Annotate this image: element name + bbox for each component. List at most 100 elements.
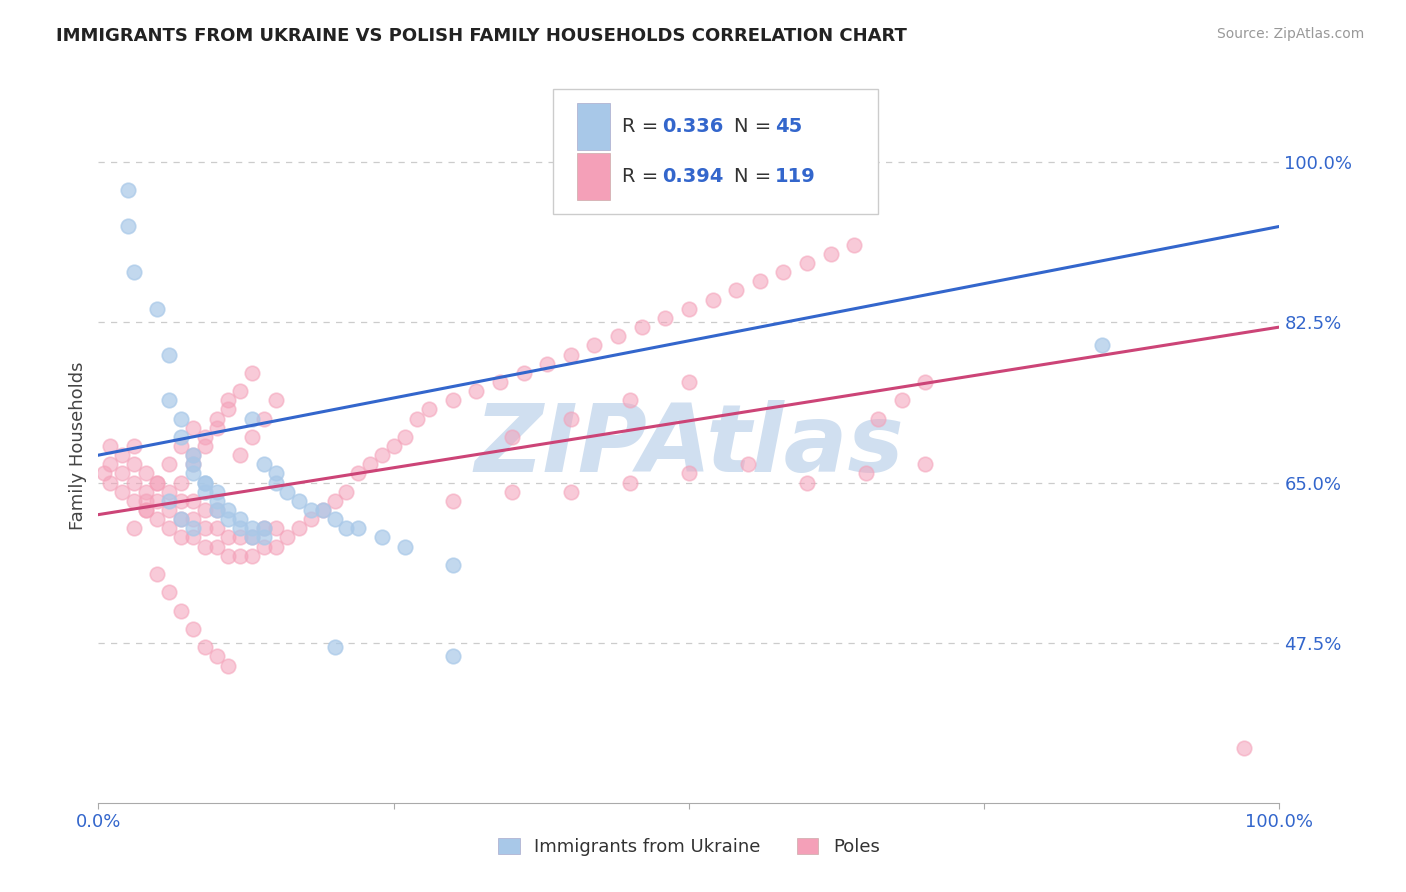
Point (299, 512, 322, 526)
Point (844, 237, 866, 252)
Point (181, 494, 204, 508)
Point (157, 503, 180, 517)
Point (205, 494, 228, 508)
Point (205, 484, 228, 499)
Point (855, 467, 877, 481)
Point (135, 503, 157, 517)
Point (866, 411, 889, 425)
Point (229, 448, 252, 462)
Point (181, 458, 204, 472)
Point (229, 521, 252, 535)
Point (890, 393, 912, 408)
Point (323, 640, 346, 655)
Point (194, 439, 217, 453)
Point (181, 512, 204, 526)
Point (217, 531, 239, 545)
Point (619, 393, 641, 408)
Point (512, 366, 534, 380)
Text: R =: R = (621, 117, 664, 136)
Point (170, 494, 193, 508)
Point (135, 503, 157, 517)
Text: N =: N = (734, 117, 778, 136)
Point (157, 393, 180, 408)
Point (205, 503, 228, 517)
Point (264, 540, 287, 554)
Point (122, 439, 145, 453)
Point (240, 531, 263, 545)
Point (194, 430, 217, 444)
Point (157, 521, 180, 535)
Point (820, 247, 842, 261)
Point (394, 540, 416, 554)
Point (205, 411, 228, 425)
Point (117, 219, 139, 234)
Point (93, 467, 115, 481)
Point (117, 183, 139, 197)
Bar (576, 153, 610, 200)
Point (560, 484, 582, 499)
Point (194, 503, 217, 517)
Point (146, 301, 169, 316)
Point (619, 475, 641, 490)
Point (146, 512, 169, 526)
Point (382, 439, 405, 453)
Point (630, 320, 652, 334)
Point (335, 484, 357, 499)
Point (194, 484, 217, 499)
Point (678, 467, 700, 481)
Point (181, 448, 204, 462)
Text: 0.336: 0.336 (662, 117, 723, 136)
Point (796, 256, 818, 270)
Point (217, 503, 239, 517)
Point (181, 521, 204, 535)
Point (146, 475, 169, 490)
Point (146, 475, 169, 490)
Point (253, 531, 276, 545)
Point (229, 384, 252, 398)
Point (240, 531, 263, 545)
Point (217, 512, 239, 526)
Point (157, 494, 180, 508)
Point (276, 531, 298, 545)
Text: Source: ZipAtlas.com: Source: ZipAtlas.com (1216, 27, 1364, 41)
Point (323, 512, 346, 526)
Point (240, 549, 263, 563)
Point (181, 420, 204, 434)
Point (111, 467, 134, 481)
Point (205, 521, 228, 535)
Point (157, 458, 180, 472)
Point (702, 293, 724, 307)
Point (264, 393, 287, 408)
Point (347, 521, 370, 535)
Point (654, 310, 676, 325)
Point (748, 274, 770, 288)
Text: 119: 119 (775, 168, 815, 186)
Point (678, 301, 700, 316)
Point (217, 549, 239, 563)
Point (170, 475, 193, 490)
Point (122, 265, 145, 279)
Bar (576, 103, 610, 150)
Point (205, 649, 228, 664)
Point (157, 585, 180, 599)
Point (465, 384, 488, 398)
Point (583, 338, 606, 352)
Point (418, 402, 440, 417)
Point (205, 540, 228, 554)
Point (536, 357, 558, 371)
Point (98, 458, 121, 472)
Point (194, 640, 217, 655)
Point (217, 658, 239, 673)
Point (335, 521, 357, 535)
Point (217, 402, 239, 417)
Point (240, 366, 263, 380)
Point (253, 411, 276, 425)
Point (194, 475, 217, 490)
Point (170, 439, 193, 453)
Point (406, 411, 429, 425)
Point (240, 430, 263, 444)
Point (371, 448, 394, 462)
Point (181, 622, 204, 636)
Point (441, 558, 464, 572)
Text: ZIPAtlas: ZIPAtlas (474, 400, 904, 492)
